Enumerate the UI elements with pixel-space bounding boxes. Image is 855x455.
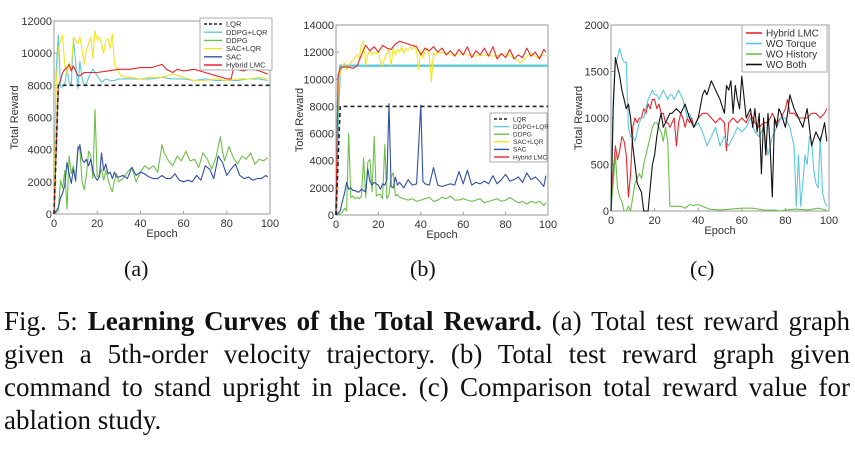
y-tick-label: 2000 bbox=[28, 177, 52, 189]
y-tick-label: 8000 bbox=[28, 80, 52, 92]
legend-label: WO Torque bbox=[766, 39, 817, 50]
y-axis-label: Total Reward bbox=[294, 88, 306, 152]
series-line-wo-history bbox=[610, 122, 827, 212]
legend-label: Hybrid LMC bbox=[766, 29, 819, 40]
x-tick-label: 100 bbox=[820, 215, 838, 227]
caption-label: Fig. 5: bbox=[4, 306, 78, 336]
legend-label: WO History bbox=[766, 50, 817, 61]
y-tick-label: 10000 bbox=[303, 74, 334, 86]
x-tick-label: 60 bbox=[736, 215, 748, 227]
caption-body: (a) Total test reward graph given a 5th-… bbox=[4, 306, 851, 435]
x-tick-label: 80 bbox=[499, 219, 511, 231]
series-line-sac-lqr bbox=[335, 40, 547, 216]
y-tick-label: 6000 bbox=[310, 129, 334, 141]
x-tick-label: 100 bbox=[261, 218, 279, 230]
series-line-ddpg-lqr bbox=[334, 64, 548, 216]
caption-title: Learning Curves of the Total Reward. bbox=[87, 306, 542, 336]
y-tick-label: 14000 bbox=[303, 20, 334, 32]
legend-label: SAC bbox=[513, 147, 527, 154]
x-tick-label: 20 bbox=[372, 219, 384, 231]
x-tick-label: 60 bbox=[457, 219, 469, 231]
figure-caption: Fig. 5: Learning Curves of the Total Rew… bbox=[4, 305, 850, 437]
y-tick-label: 0 bbox=[46, 209, 52, 221]
x-tick-label: 20 bbox=[648, 215, 660, 227]
legend-label: SAC bbox=[226, 52, 242, 61]
chart-a: 0 20 40 60 80 100 0 2000 4000 6000 8000 10000 12000 E… bbox=[0, 0, 285, 240]
y-tick-label: 1000 bbox=[585, 113, 609, 125]
series-line-hybrid-lmc bbox=[53, 63, 268, 215]
y-tick-label: 4000 bbox=[28, 145, 52, 157]
chart-c: 0 20 40 60 80 100 0 500 1000 1500 2000 Epoch Total R… bbox=[570, 0, 855, 240]
x-tick-label: 40 bbox=[134, 218, 146, 230]
legend-label: WO Both bbox=[766, 60, 807, 71]
x-tick-label: 20 bbox=[91, 218, 103, 230]
x-axis-label: Epoch bbox=[704, 225, 735, 237]
legend-label: SAC+LQR bbox=[513, 139, 544, 146]
y-tick-label: 4000 bbox=[310, 156, 334, 168]
chart-b: 0 20 40 60 80 100 0 2000 4000 6000 8000 10000 12000 1… bbox=[285, 0, 570, 240]
y-tick-label: 12000 bbox=[303, 47, 334, 59]
x-tick-label: 0 bbox=[608, 215, 614, 227]
y-tick-label: 2000 bbox=[310, 183, 334, 195]
series-line-sac bbox=[335, 103, 547, 216]
legend-box bbox=[489, 112, 548, 163]
x-tick-label: 40 bbox=[415, 219, 427, 231]
legend-label: LQR bbox=[226, 20, 242, 29]
y-tick-label: 0 bbox=[328, 210, 334, 222]
legend-label: DDPG bbox=[513, 131, 532, 138]
legend-label: Hybrid LMC bbox=[226, 61, 266, 70]
y-tick-label: 1500 bbox=[585, 67, 609, 79]
series-line-wo-both bbox=[610, 57, 828, 212]
series-line-sac bbox=[53, 144, 269, 215]
x-axis-label: Epoch bbox=[146, 228, 177, 240]
legend-label: DDPG+LQR bbox=[513, 124, 549, 131]
series-line-ddpg bbox=[335, 133, 547, 216]
x-tick-label: 80 bbox=[221, 218, 233, 230]
chart-b-svg: 0 20 40 60 80 100 0 2000 4000 6000 8000 10000 12000 1… bbox=[294, 20, 557, 240]
x-tick-label: 60 bbox=[177, 218, 189, 230]
y-tick-label: 6000 bbox=[28, 113, 52, 125]
legend-label: DDPG bbox=[226, 36, 248, 45]
y-tick-label: 2000 bbox=[585, 20, 609, 32]
series-line-lqr bbox=[335, 105, 548, 216]
x-tick-label: 100 bbox=[539, 219, 557, 231]
y-tick-label: 500 bbox=[591, 160, 609, 172]
subfigure-label-c: (c) bbox=[690, 256, 715, 281]
legend-label: LQR bbox=[513, 116, 527, 123]
subfigure-label-a: (a) bbox=[124, 256, 149, 281]
series-line-lqr bbox=[53, 84, 270, 215]
y-axis-label: Total Reward bbox=[573, 86, 585, 150]
legend-box bbox=[199, 17, 273, 71]
y-tick-label: 10000 bbox=[21, 48, 52, 60]
y-tick-label: 0 bbox=[603, 206, 609, 218]
legend-label: SAC+LQR bbox=[226, 44, 262, 53]
x-tick-label: 40 bbox=[692, 215, 704, 227]
chart-a-svg: 0 20 40 60 80 100 0 2000 4000 6000 8000 10000 12000 E… bbox=[9, 16, 279, 240]
series-line-hybrid-lmc bbox=[335, 40, 547, 216]
x-tick-label: 0 bbox=[51, 218, 57, 230]
x-axis-label: Epoch bbox=[426, 229, 457, 240]
legend-label: DDPG+LQR bbox=[226, 28, 268, 37]
y-tick-label: 12000 bbox=[21, 16, 52, 28]
series-line-ddpg bbox=[53, 108, 269, 215]
y-axis-label: Total Reward bbox=[9, 85, 21, 149]
x-tick-label: 0 bbox=[333, 219, 339, 231]
y-tick-label: 8000 bbox=[310, 101, 334, 113]
subfigure-label-b: (b) bbox=[410, 256, 436, 281]
legend-label: Hybrid LMC bbox=[513, 154, 548, 161]
x-tick-label: 80 bbox=[779, 215, 791, 227]
